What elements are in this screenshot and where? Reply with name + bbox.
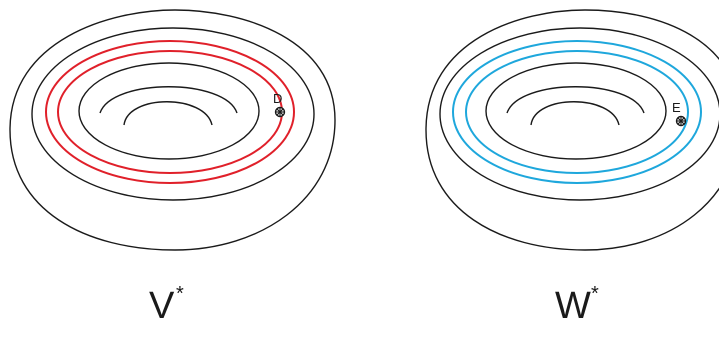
- left-torus-caption-superscript: *: [176, 283, 184, 305]
- left-torus-point-label: D: [273, 91, 282, 106]
- left-torus-outer-silhouette: [9, 9, 336, 251]
- left-torus-caption: V: [149, 285, 175, 327]
- right-torus-point-e: [675, 115, 687, 127]
- left-torus-red-curve-outer: [45, 40, 295, 184]
- right-torus: E W *: [425, 9, 719, 327]
- left-torus-point-d: [274, 106, 286, 118]
- right-torus-point-label: E: [672, 100, 681, 115]
- right-torus-inner-contour: [485, 62, 667, 160]
- left-torus-hole-upper: [99, 86, 238, 114]
- right-torus-caption: W: [555, 285, 591, 327]
- right-torus-outer-silhouette: [425, 9, 719, 251]
- left-torus: D V *: [9, 9, 336, 327]
- left-torus-contour-2: [31, 27, 315, 201]
- right-torus-blue-curve-outer: [452, 40, 702, 184]
- left-torus-red-curve-inner: [57, 50, 283, 174]
- left-torus-hole-lower: [123, 101, 213, 126]
- right-torus-hole-lower: [530, 101, 620, 126]
- left-torus-inner-contour: [78, 62, 260, 160]
- right-torus-caption-superscript: *: [591, 283, 599, 305]
- right-torus-hole-upper: [506, 86, 645, 114]
- right-torus-blue-curve-inner: [465, 50, 689, 174]
- right-torus-contour-2: [439, 27, 719, 201]
